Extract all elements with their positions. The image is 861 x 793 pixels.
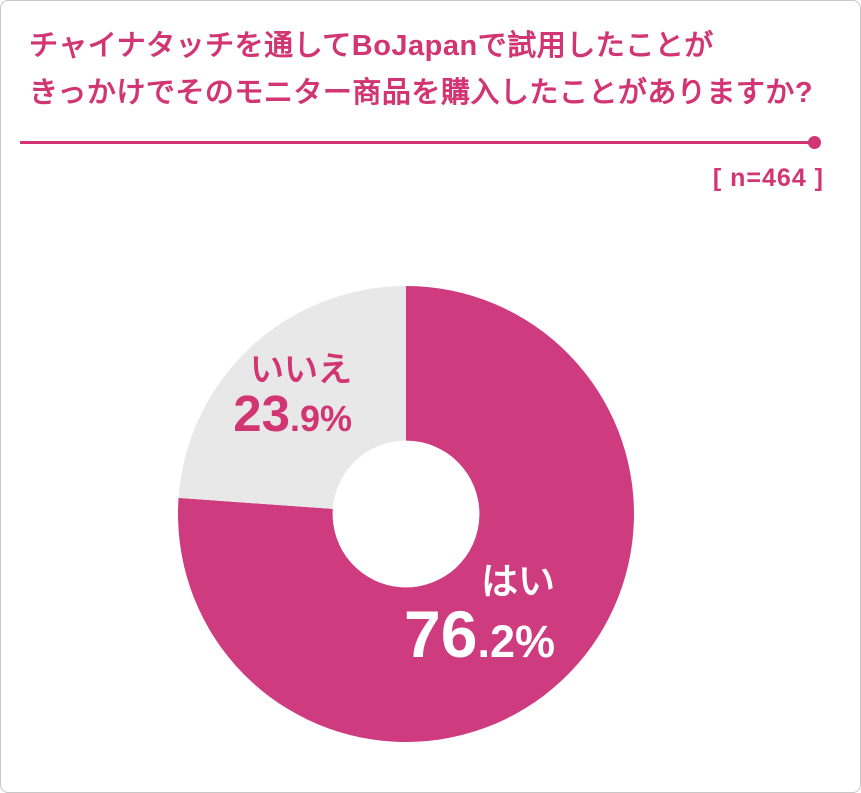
slice-value-no: 23.9% <box>233 388 352 451</box>
slice-value-yes-int: 76 <box>404 597 478 671</box>
donut-chart-svg <box>178 286 635 742</box>
sample-size-label: [ n=464 ] <box>712 164 824 192</box>
question-title-line-2: きっかけでそのモニター商品を購入したことがありますか? <box>29 77 814 109</box>
slice-label-no: いいえ 23.9% <box>233 350 352 451</box>
question-title: チャイナタッチを通してBoJapanで試用したことが きっかけでそのモニター商品… <box>29 23 813 117</box>
slice-value-yes: 76.2% <box>404 601 555 684</box>
donut-slice-no <box>178 286 406 509</box>
slice-name-yes: はい <box>481 561 555 602</box>
underline-end-dot <box>808 136 821 149</box>
title-underline <box>20 136 821 149</box>
donut-chart <box>176 284 636 744</box>
slice-value-yes-frac: .2% <box>477 616 555 667</box>
donut-slice-yes <box>178 286 635 742</box>
slice-value-no-int: 23 <box>233 385 290 442</box>
slice-value-no-frac: .9% <box>289 398 352 439</box>
question-title-line-1: チャイナタッチを通してBoJapanで試用したことが <box>29 30 714 62</box>
slice-name-no: いいえ <box>250 351 352 389</box>
slice-label-yes: はい 76.2% <box>404 561 555 684</box>
